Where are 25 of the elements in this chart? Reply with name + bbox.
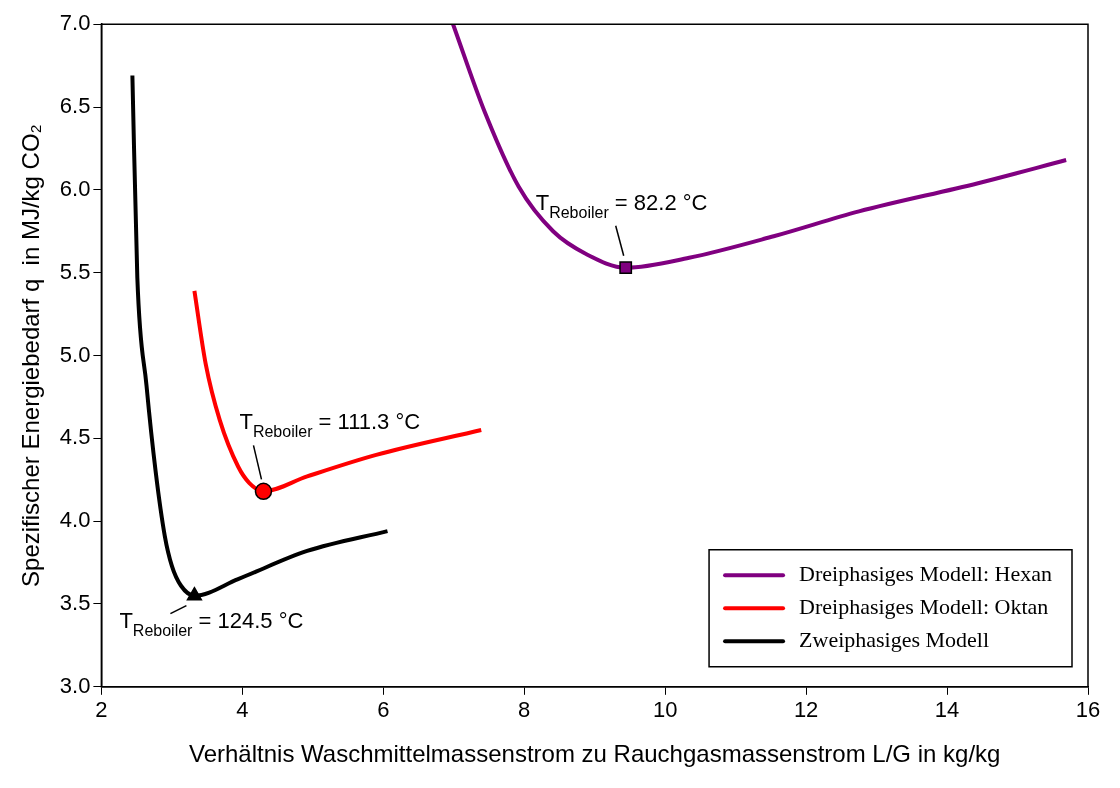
y-tick-label: 4.5 <box>59 424 91 450</box>
x-tick-label: 16 <box>1075 697 1101 723</box>
x-tick-label: 12 <box>793 697 819 723</box>
x-tick-label: 10 <box>652 697 678 723</box>
y-tick-label: 5.5 <box>59 258 91 284</box>
point <box>254 482 273 501</box>
point <box>186 586 203 601</box>
x-tick-label: 2 <box>95 697 108 723</box>
y-tick-label: 3.5 <box>59 590 91 616</box>
x-tick-label: 8 <box>518 697 531 723</box>
x-tick-label: 6 <box>377 697 390 723</box>
legend-label: Dreiphasiges Modell: Oktan <box>799 594 1049 620</box>
y-tick-label: 7.0 <box>59 10 91 36</box>
y-tick-label: 5.0 <box>59 341 91 367</box>
x-tick-label: 14 <box>934 697 960 723</box>
x-axis-title: Verhältnis Waschmittelmassenstrom zu Rauchgasmassenstrom L/G in kg/kg <box>188 740 1001 768</box>
y-tick-label: 4.0 <box>59 507 91 533</box>
x-tick-label: 4 <box>236 697 249 723</box>
y-tick-label: 3.0 <box>59 672 91 698</box>
y-tick-label: 6.5 <box>59 93 91 119</box>
y-tick-label: 6.0 <box>59 175 91 201</box>
point <box>619 261 633 275</box>
y-axis-title: Spezifischer Energiebedarf q in MJ/kg CO₂ <box>17 124 45 587</box>
legend-label: Dreiphasiges Modell: Hexan <box>799 561 1052 587</box>
legend-label: Zweiphasiges Modell <box>799 627 990 653</box>
